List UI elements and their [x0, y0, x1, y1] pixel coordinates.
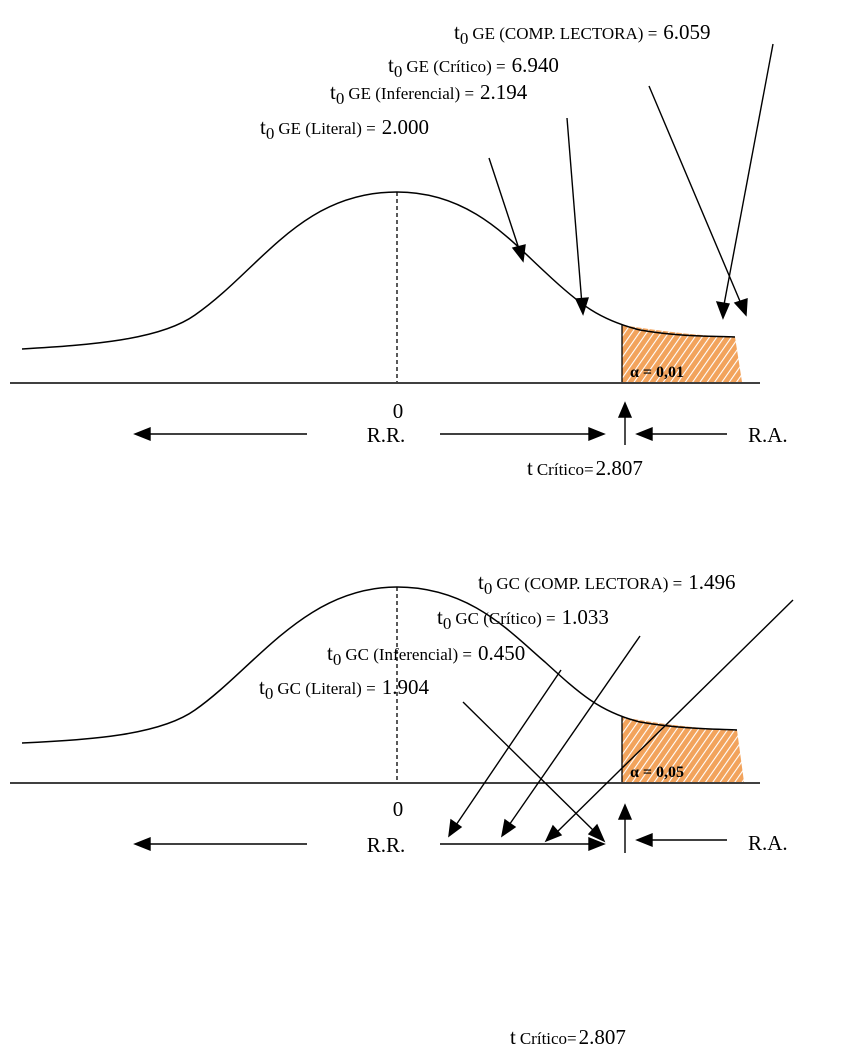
- arrow-inferencial: [453, 669, 562, 829]
- rejection-region: [622, 325, 742, 382]
- pointer-arrows: [488, 43, 774, 320]
- arrow-head: [588, 836, 606, 852]
- label-ge-critico: t0 GE (Crítico) = 6.940: [388, 53, 559, 81]
- arrow-head: [617, 401, 633, 418]
- arrow-critico: [506, 635, 641, 829]
- pointer-arrows: [448, 599, 794, 843]
- arrow-head: [588, 426, 606, 442]
- arrow-head: [544, 824, 563, 843]
- arrow-head: [587, 823, 606, 843]
- t-critico-label: t Crítico=2.807: [510, 1025, 626, 1049]
- arrow-head: [617, 803, 633, 820]
- arrow-head: [574, 297, 589, 316]
- label-gc-comp-lectora: t0 GC (COMP. LECTORA) = 1.496: [478, 570, 736, 598]
- arrow-literal: [488, 157, 521, 253]
- critical-up-arrow: [617, 401, 633, 445]
- rr-label: R.R.: [367, 833, 406, 857]
- ra-label: R.A.: [748, 831, 788, 855]
- label-ge-comp-lectora: t0 GE (COMP. LECTORA) = 6.059: [454, 20, 711, 48]
- arrow-critico: [648, 85, 743, 307]
- arrow-head: [715, 301, 730, 320]
- rr-arrows: [133, 426, 606, 442]
- label-gc-literal: t0 GC (Literal) = 1.904: [259, 675, 429, 703]
- bell-curve: [21, 191, 736, 350]
- rr-label: R.R.: [367, 423, 406, 447]
- label-gc-critico: t0 GC (Crítico) = 1.033: [437, 605, 609, 633]
- zero-label: 0: [393, 797, 404, 821]
- label-gc-inferencial: t0 GC (Inferencial) = 0.450: [327, 641, 525, 669]
- arrow-comp-lectora: [722, 43, 774, 311]
- arrow-head: [733, 298, 748, 317]
- bell-curve: [21, 586, 738, 744]
- panel-ge: t0 GE (COMP. LECTORA) = 6.059 t0 GE (Crític…: [10, 20, 788, 480]
- alpha-label: α = 0,05: [630, 764, 684, 781]
- arrow-head: [500, 818, 517, 838]
- t-critico-label: t Crítico=2.807: [527, 456, 643, 480]
- ra-label: R.A.: [748, 423, 788, 447]
- arrow-head: [133, 836, 151, 852]
- arrow-head: [133, 426, 151, 442]
- ra-arrow: [635, 832, 727, 848]
- arrow-comp-lectora: [554, 599, 794, 835]
- rejection-region: [622, 717, 744, 782]
- panel-gc: t0 GC (COMP. LECTORA) = 1.496 t0 GC (Crític…: [10, 570, 794, 1049]
- arrow-head: [448, 818, 463, 838]
- ra-arrow: [635, 426, 727, 442]
- arrow-head: [635, 832, 653, 848]
- critical-up-arrow: [617, 803, 633, 853]
- rr-arrows: [133, 836, 606, 852]
- label-ge-inferencial: t0 GE (Inferencial) = 2.194: [330, 80, 528, 108]
- label-ge-literal: t0 GE (Literal) = 2.000: [260, 115, 429, 143]
- arrow-literal: [462, 701, 598, 835]
- arrow-inferencial: [566, 117, 583, 306]
- arrow-head: [511, 244, 526, 263]
- alpha-label: α = 0,01: [630, 364, 684, 381]
- arrow-head: [635, 426, 653, 442]
- zero-label: 0: [393, 399, 404, 423]
